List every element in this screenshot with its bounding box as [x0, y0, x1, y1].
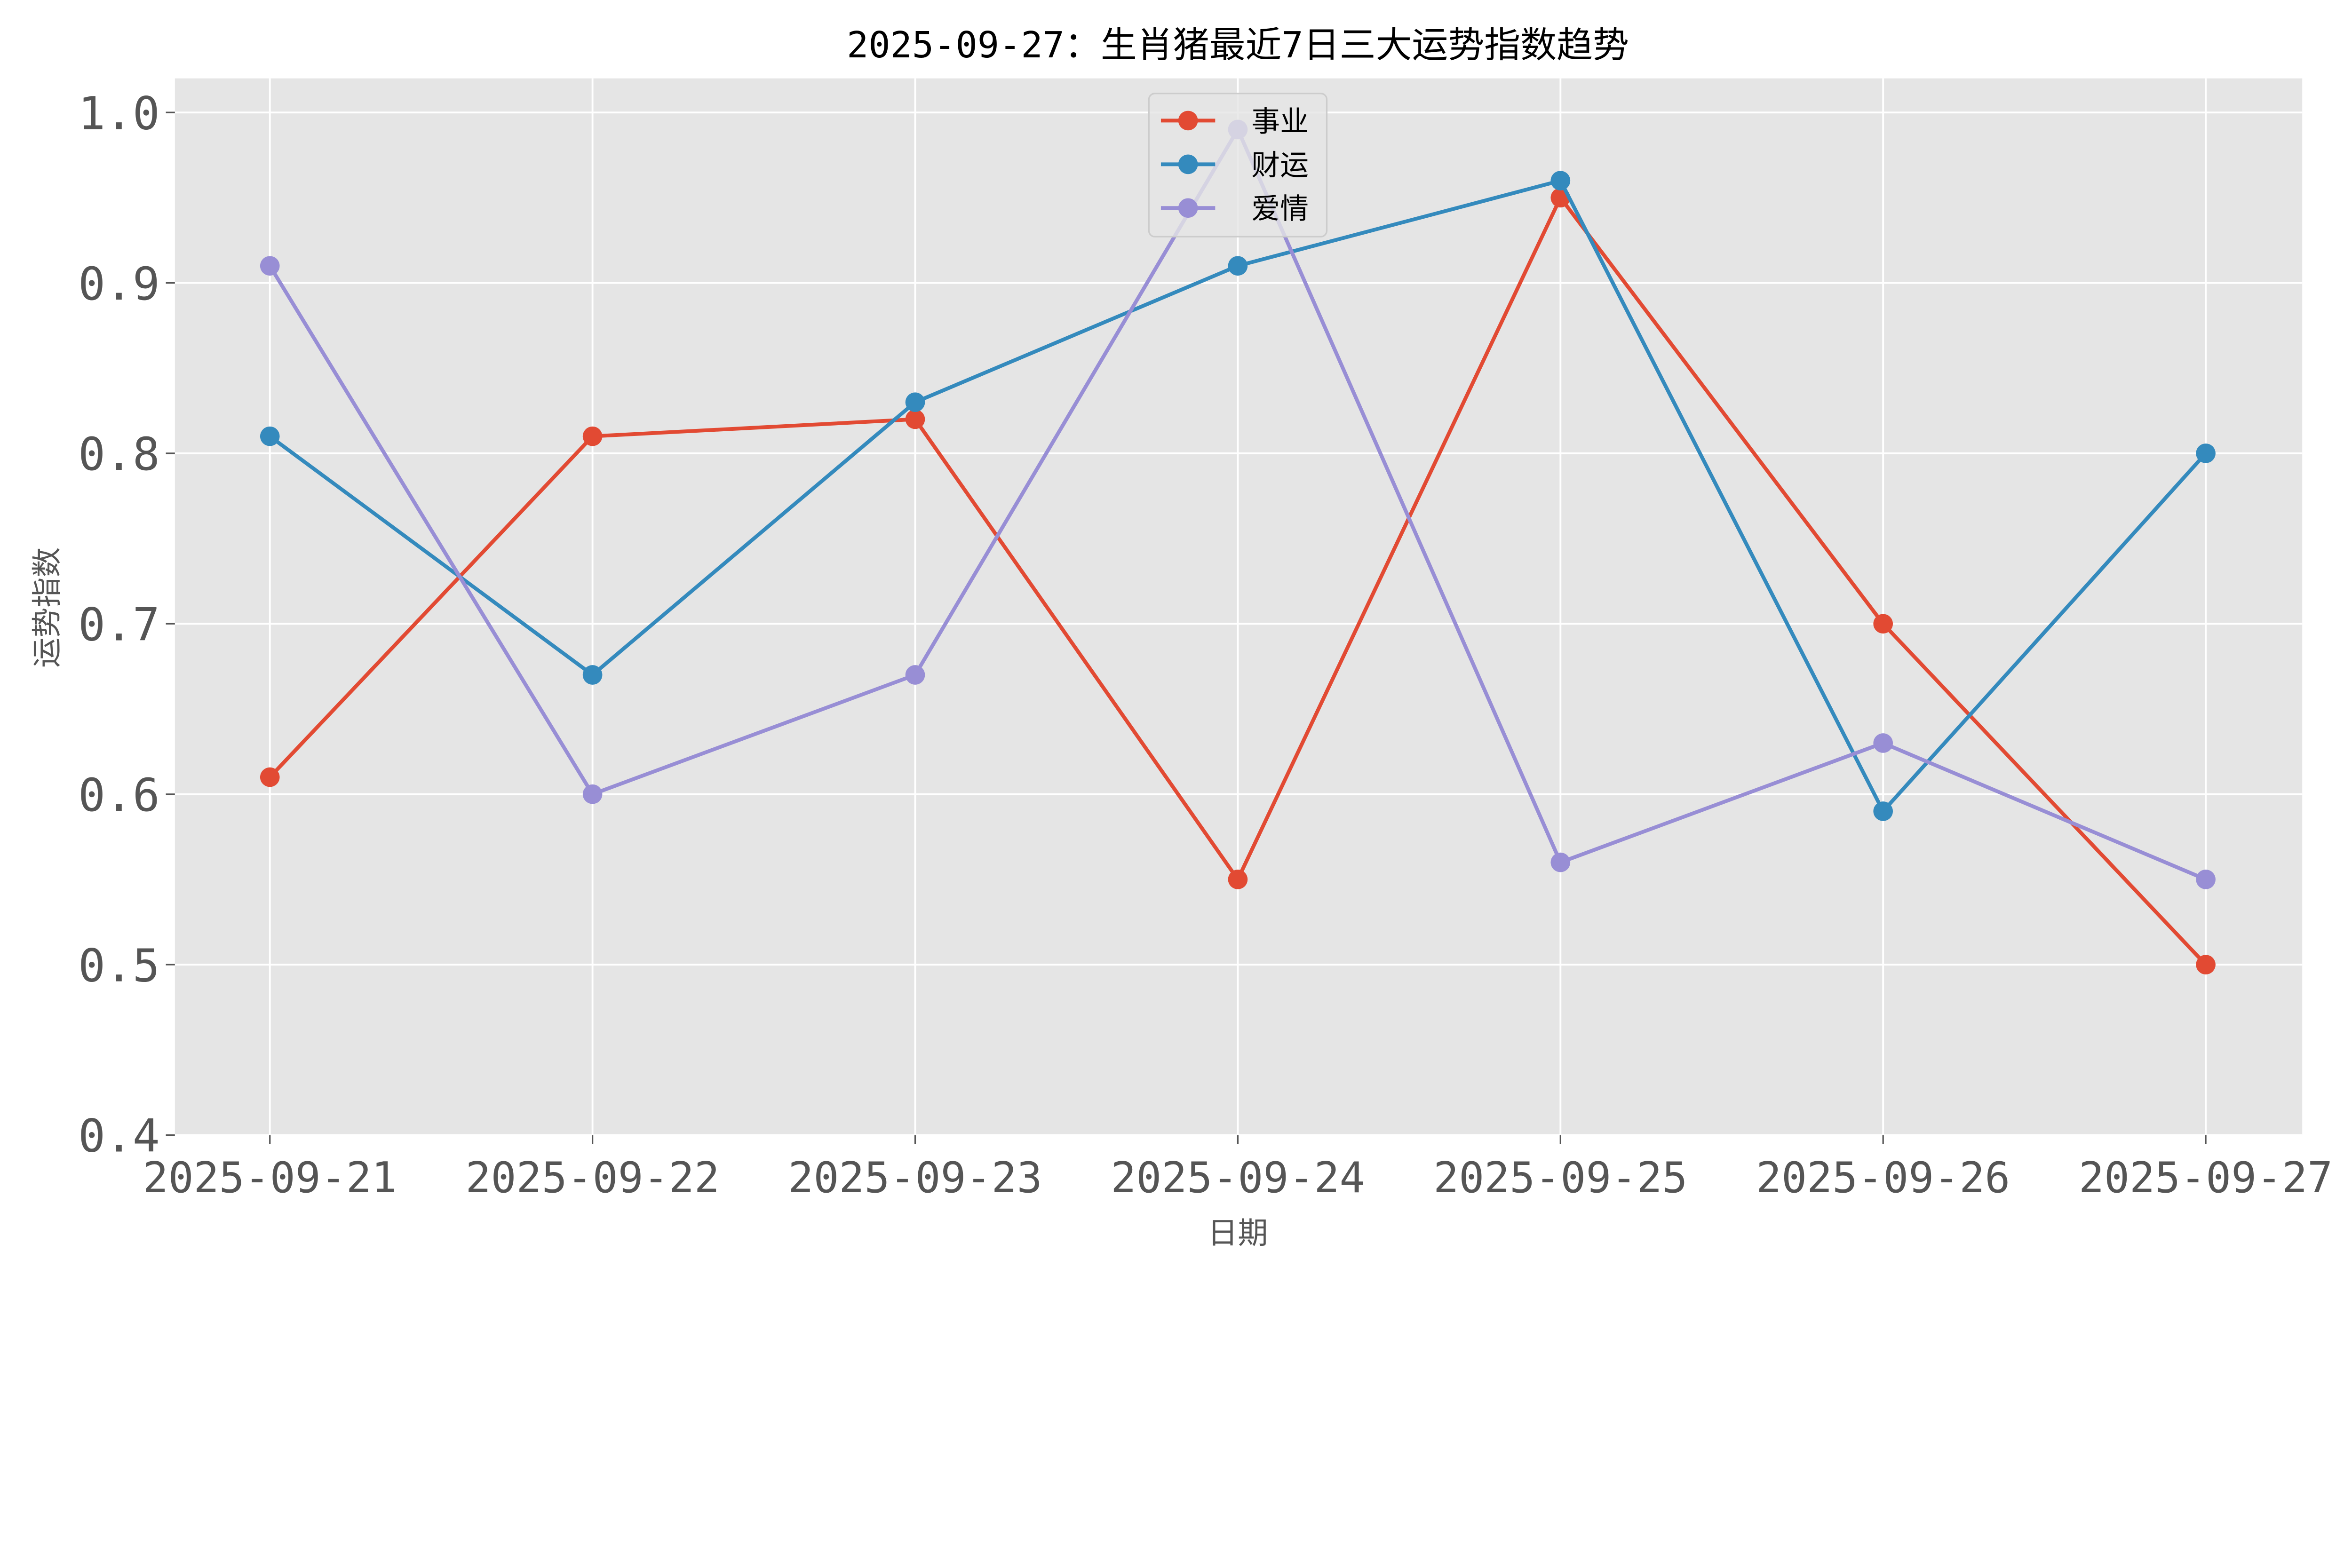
y-tick-label: 0.7	[78, 599, 160, 651]
legend-marker	[1178, 198, 1198, 218]
legend-label: 爱情	[1251, 192, 1309, 226]
x-tick-label: 2025-09-21	[143, 1154, 397, 1203]
chart-title: 2025-09-27：生肖猪最近7日三大运势指数趋势	[847, 24, 1629, 66]
data-point	[582, 426, 603, 446]
data-point	[582, 784, 603, 804]
x-tick-label: 2025-09-22	[465, 1154, 719, 1203]
y-tick-label: 0.5	[78, 939, 160, 992]
y-tick-label: 1.0	[78, 87, 160, 140]
x-tick-label: 2025-09-25	[1433, 1154, 1687, 1203]
data-point	[1873, 801, 1893, 821]
data-point	[1228, 256, 1248, 276]
legend-label: 事业	[1251, 105, 1309, 138]
y-axis: 0.4 0.5 0.6 0.7 0.8 0.9 1.0	[78, 87, 175, 1163]
x-tick-label: 2025-09-27	[2079, 1154, 2333, 1203]
x-axis-label: 日期	[1208, 1216, 1268, 1251]
data-point	[905, 409, 925, 429]
data-point	[260, 767, 280, 787]
legend-marker	[1178, 111, 1198, 131]
y-tick-label: 0.4	[78, 1110, 160, 1163]
data-point	[2196, 443, 2216, 463]
y-tick-label: 0.6	[78, 769, 160, 822]
data-point	[1873, 733, 1893, 753]
x-tick-label: 2025-09-24	[1111, 1154, 1365, 1203]
data-point	[1228, 870, 1248, 889]
data-point	[905, 392, 925, 412]
line-chart: 2025-09-27：生肖猪最近7日三大运势指数趋势 0.40.50.60.70…	[30, 24, 2333, 1251]
data-point	[260, 426, 280, 446]
data-point	[1550, 171, 1571, 190]
data-point	[582, 665, 603, 685]
y-axis-label: 运势指数	[30, 547, 65, 667]
y-tick-label: 0.9	[78, 258, 160, 310]
data-point	[260, 256, 280, 276]
grid	[175, 78, 2303, 1136]
data-point	[1550, 852, 1571, 872]
data-point	[2196, 870, 2216, 889]
y-tick-label: 0.8	[78, 428, 160, 481]
legend-marker	[1178, 154, 1198, 174]
data-point	[905, 665, 925, 685]
x-tick-label: 2025-09-23	[788, 1154, 1042, 1203]
legend-label: 财运	[1251, 149, 1309, 182]
data-point	[2196, 955, 2216, 974]
x-axis: 2025-09-21 2025-09-22 2025-09-23 2025-09-24…	[143, 1135, 2333, 1203]
data-point	[1873, 614, 1893, 634]
x-tick-label: 2025-09-26	[1756, 1154, 2010, 1203]
